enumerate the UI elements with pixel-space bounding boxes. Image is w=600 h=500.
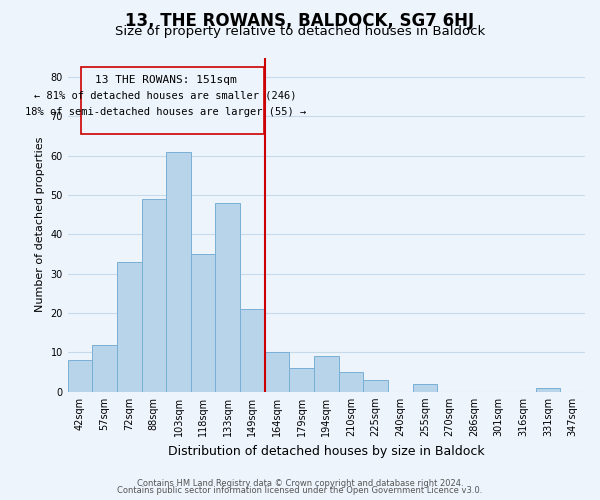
Text: Contains HM Land Registry data © Crown copyright and database right 2024.: Contains HM Land Registry data © Crown c…: [137, 478, 463, 488]
Bar: [92, 344, 117, 392]
Bar: [240, 309, 265, 392]
Text: 13, THE ROWANS, BALDOCK, SG7 6HJ: 13, THE ROWANS, BALDOCK, SG7 6HJ: [125, 12, 475, 30]
Bar: [314, 356, 338, 392]
Bar: [142, 199, 166, 392]
Bar: [68, 360, 92, 392]
FancyBboxPatch shape: [81, 68, 264, 134]
Text: Size of property relative to detached houses in Baldock: Size of property relative to detached ho…: [115, 25, 485, 38]
Text: 18% of semi-detached houses are larger (55) →: 18% of semi-detached houses are larger (…: [25, 106, 306, 117]
Bar: [536, 388, 560, 392]
Text: Contains public sector information licensed under the Open Government Licence v3: Contains public sector information licen…: [118, 486, 482, 495]
Bar: [191, 254, 215, 392]
Text: ← 81% of detached houses are smaller (246): ← 81% of detached houses are smaller (24…: [34, 91, 297, 101]
Bar: [265, 352, 289, 392]
Bar: [215, 203, 240, 392]
Bar: [117, 262, 142, 392]
Bar: [338, 372, 363, 392]
Bar: [413, 384, 437, 392]
Bar: [363, 380, 388, 392]
Y-axis label: Number of detached properties: Number of detached properties: [35, 137, 45, 312]
X-axis label: Distribution of detached houses by size in Baldock: Distribution of detached houses by size …: [168, 444, 485, 458]
Text: 13 THE ROWANS: 151sqm: 13 THE ROWANS: 151sqm: [95, 75, 236, 85]
Bar: [289, 368, 314, 392]
Bar: [166, 152, 191, 392]
